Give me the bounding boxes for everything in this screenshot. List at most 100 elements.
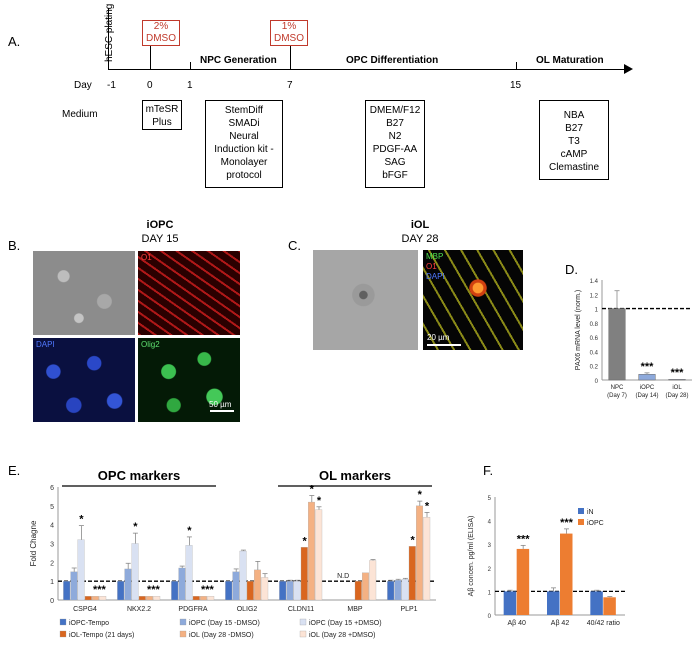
panel-e-letter: E. [8, 463, 21, 478]
scale-bar [210, 410, 234, 412]
legend-swatch [179, 618, 187, 626]
bar [239, 550, 247, 601]
significance-label: * [310, 483, 315, 495]
medium-item: NBA [563, 110, 585, 121]
stage-npc: NPC Generation [200, 55, 277, 66]
bar [416, 505, 423, 601]
medium-item: N2 [388, 131, 402, 142]
iopc-olig2-label: Olig2 [141, 340, 160, 349]
bar [131, 543, 139, 601]
tick-day-7 [290, 46, 291, 70]
bar [92, 596, 99, 601]
iopc-brightfield-image [33, 251, 135, 335]
medium-item: Monolayer [220, 157, 268, 168]
y-tick-label: 2 [50, 560, 54, 567]
bar [261, 577, 269, 601]
medium-item: Clemastine [548, 162, 600, 173]
x-tick-label: (Day 14) [635, 393, 658, 399]
bar [117, 581, 125, 601]
bar [401, 579, 409, 601]
bar [178, 567, 186, 601]
timeline-axis [108, 69, 626, 70]
chart-d: 0 0.2 0.4 0.6 0.8 1 1.2 1.4 PAX6 mRNA level (nor… [575, 279, 692, 399]
panel-b-letter: B. [8, 238, 21, 253]
medium-item: Plus [152, 117, 172, 128]
legend-label: iOPC-Tempo [69, 620, 109, 627]
medium-item: cAMP [560, 149, 588, 160]
not-detected-label: N.D [337, 573, 349, 580]
medium-item: StemDiff [224, 105, 264, 116]
iol-mbp-label: MBP [426, 252, 444, 261]
stage-ol: OL Maturation [536, 55, 604, 66]
dmso-1-percent: 1% [281, 21, 297, 32]
bar [354, 581, 362, 601]
x-tick-label: iOL [672, 385, 682, 391]
medium-item: B27 [386, 118, 404, 129]
bar [84, 596, 92, 601]
bar [308, 501, 315, 601]
x-tick-label: Aβ 40 [507, 620, 526, 627]
legend-label: iOPC (Day 15 -DMSO) [189, 620, 260, 627]
x-tick-label: CLDN11 [288, 606, 314, 613]
dmso-2-percent: 2% [153, 21, 169, 32]
legend-label: iOL (Day 28 +DMSO) [309, 632, 375, 639]
medium-item: Neural [229, 131, 259, 142]
bar [590, 591, 603, 615]
iopc-o1-image: O1 [138, 251, 240, 335]
medium-label: Medium [62, 109, 98, 120]
bar [185, 545, 193, 601]
bar [608, 308, 626, 381]
iopc-scale-label: 50 µm [209, 400, 232, 409]
y-tick-label: 2 [488, 567, 492, 573]
arrow-head-icon [624, 64, 633, 74]
y-tick-label: 1 [595, 308, 599, 314]
y-tick-label: 0 [488, 614, 492, 620]
iol-title: iOL [410, 219, 430, 231]
legend-label: iOPC [587, 520, 604, 527]
y-tick-label: 0.6 [590, 336, 599, 342]
panel-a-letter: A. [8, 34, 21, 49]
tick-day-1 [190, 62, 191, 70]
y-tick-label: 4 [50, 523, 54, 530]
y-tick-label: 1.4 [590, 279, 599, 285]
bar [603, 597, 616, 615]
legend-swatch [59, 618, 67, 626]
dmso-2-box: 2% DMSO [142, 20, 180, 46]
y-tick-label: 0.8 [590, 322, 599, 328]
bar [207, 596, 215, 601]
legend-swatch [59, 630, 67, 638]
scale-bar [427, 344, 461, 346]
significance-label: * [317, 495, 322, 507]
y-tick-label: 3 [50, 542, 54, 549]
day-minus-1: -1 [107, 80, 116, 91]
significance-label: *** [201, 584, 215, 596]
bar [362, 572, 369, 601]
x-tick-label: Aβ 42 [551, 620, 570, 627]
significance-label: * [133, 521, 138, 533]
iol-brightfield-image [313, 250, 418, 350]
y-tick-label: 1.2 [590, 293, 599, 299]
legend-swatch [578, 508, 584, 514]
bar [146, 596, 153, 601]
significance-label: * [187, 525, 192, 537]
significance-label: *** [147, 584, 161, 596]
y-tick-label: 0.4 [590, 350, 599, 356]
dmso-2-text: DMSO [146, 33, 176, 44]
bar [138, 596, 146, 601]
bar [254, 569, 261, 601]
iol-scale-label: 20 µm [427, 333, 450, 342]
x-tick-label: iOPC [640, 385, 655, 391]
bar [516, 548, 530, 615]
group-header: OL markers [319, 468, 391, 483]
x-tick-label: MBP [347, 606, 363, 613]
x-tick-label: OLIG2 [237, 606, 258, 613]
legend-swatch [179, 630, 187, 638]
x-tick-label: 40/42 ratio [587, 620, 620, 627]
medium-item: B27 [565, 123, 583, 134]
y-axis-label: Aβ concen. pg/ml (ELISA) [468, 516, 475, 597]
medium-item: PDGF-AA [372, 144, 418, 155]
chart-f: 0 1 2 3 4 5 Aβ concen. pg/ml (ELISA) Aβ 40 Aβ 42… [468, 496, 625, 627]
bar [171, 581, 179, 601]
panel-f-letter: F. [483, 463, 494, 478]
bar [668, 379, 686, 381]
